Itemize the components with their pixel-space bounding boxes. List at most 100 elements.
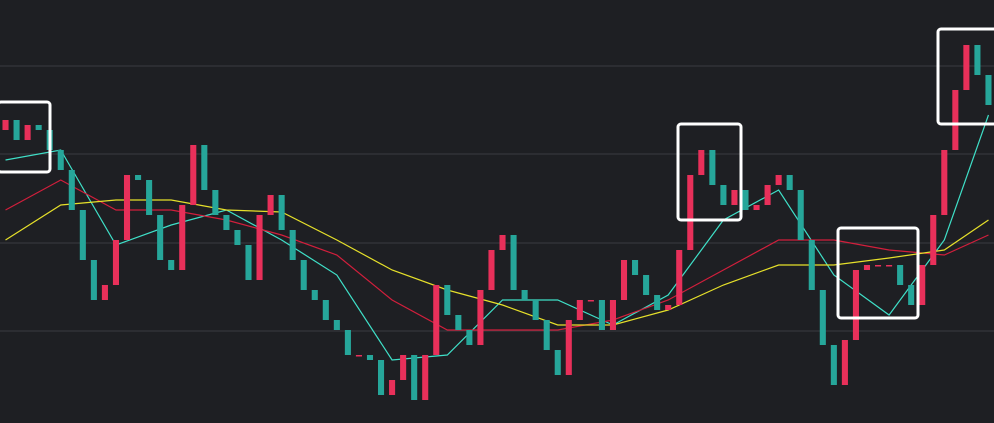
candle: [146, 180, 153, 215]
candle: [852, 270, 859, 340]
candle: [797, 190, 804, 240]
candle: [333, 320, 340, 330]
candle: [90, 260, 97, 300]
candle: [985, 75, 992, 105]
candle: [720, 185, 727, 205]
candle: [179, 205, 186, 270]
candle: [863, 265, 871, 270]
candle: [874, 265, 882, 267]
candle: [212, 190, 219, 215]
moving-average-line: [5, 179, 989, 331]
candle: [168, 260, 175, 270]
candle: [543, 320, 550, 350]
candle: [676, 250, 683, 305]
candle: [576, 300, 583, 320]
candle: [79, 210, 86, 260]
candle: [665, 305, 672, 310]
candle: [455, 315, 462, 330]
candle: [510, 235, 517, 290]
candle: [488, 250, 495, 290]
candle: [256, 215, 263, 280]
candle: [400, 355, 407, 380]
candle: [422, 355, 429, 400]
moving-averages: [5, 114, 990, 361]
candle: [477, 290, 484, 345]
highlight-box: [836, 226, 920, 320]
candle: [311, 290, 318, 300]
candle: [57, 150, 64, 170]
candle: [764, 185, 771, 205]
candle: [377, 360, 385, 395]
candle: [587, 300, 594, 302]
candle: [123, 175, 131, 240]
candle: [355, 355, 362, 357]
candle: [135, 175, 142, 180]
candle: [245, 245, 252, 280]
candle: [709, 150, 716, 185]
candle: [24, 125, 31, 140]
highlight-box: [936, 27, 994, 126]
candle: [775, 175, 782, 185]
candle: [908, 285, 915, 305]
candle: [13, 120, 20, 140]
candle: [190, 145, 197, 205]
candle: [554, 350, 561, 375]
candle: [101, 285, 108, 300]
moving-average-line: [5, 199, 989, 326]
candle: [35, 125, 42, 130]
moving-average-line: [5, 114, 990, 361]
candle: [819, 290, 826, 345]
candle: [919, 265, 926, 305]
candle: [742, 190, 749, 210]
candle: [521, 290, 528, 300]
candle: [366, 355, 374, 360]
candle: [731, 190, 738, 205]
candle: [278, 195, 285, 230]
candle: [289, 230, 296, 260]
candle: [753, 205, 760, 210]
candle: [300, 260, 307, 290]
candle: [201, 145, 208, 190]
candle: [654, 295, 661, 310]
candle: [322, 300, 329, 320]
candle: [886, 265, 893, 267]
candle: [499, 235, 506, 250]
candle: [609, 300, 617, 330]
candle: [223, 215, 230, 230]
candle: [411, 355, 418, 400]
highlight-box: [676, 122, 743, 222]
candle: [897, 265, 904, 285]
candle: [234, 230, 241, 245]
candle: [466, 330, 473, 345]
candle: [963, 45, 970, 90]
candle: [930, 215, 937, 265]
candle: [687, 175, 694, 250]
candle: [620, 260, 628, 300]
highlight-box: [0, 100, 52, 174]
candle: [698, 150, 705, 175]
candle: [532, 300, 539, 320]
candle: [643, 275, 650, 295]
candle: [389, 380, 396, 395]
candle: [565, 320, 572, 375]
candle: [68, 170, 75, 210]
candle: [808, 240, 815, 290]
highlights: [0, 27, 994, 320]
candle: [598, 300, 605, 330]
candle: [632, 260, 639, 275]
candle: [2, 120, 9, 130]
candle: [830, 345, 837, 385]
candle: [433, 285, 440, 355]
candle: [444, 285, 451, 315]
candle: [974, 45, 981, 75]
grid: [0, 65, 994, 332]
candle: [841, 340, 848, 385]
candle: [941, 150, 948, 215]
candle: [267, 195, 274, 215]
candle: [344, 330, 351, 355]
candle: [952, 90, 959, 150]
candle: [786, 175, 793, 190]
